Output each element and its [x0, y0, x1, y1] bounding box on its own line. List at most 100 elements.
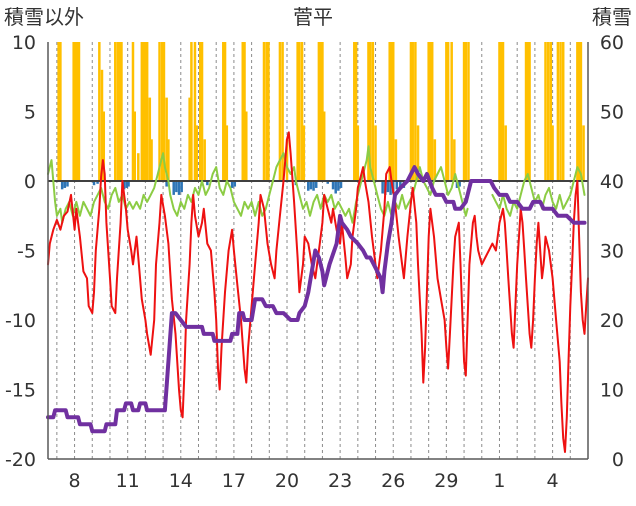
blue-bar-6 [125, 181, 129, 188]
blue-bar-3 [92, 181, 96, 186]
yellow-bar-58 [368, 42, 372, 181]
blue-bar-19 [312, 181, 315, 191]
yellow-bar-95 [577, 42, 581, 181]
x-tick-label-8: 8 [69, 470, 81, 492]
yellow-bar-54 [353, 42, 356, 181]
yellow-bar-45 [285, 139, 289, 181]
blue-bar-25 [339, 181, 343, 188]
yellow-bar-29 [193, 42, 197, 181]
yellow-bar-84 [524, 42, 528, 181]
yellow-bar-25 [165, 97, 168, 181]
blue-bar-12 [180, 181, 183, 193]
yellow-bar-0 [57, 42, 60, 181]
yellow-bar-42 [267, 42, 270, 181]
blue-bar-31 [395, 181, 399, 190]
yellow-bar-38 [243, 42, 246, 181]
yellow-bar-92 [559, 42, 562, 181]
yellow-bar-41 [265, 42, 268, 181]
yellow-bar-19 [145, 42, 149, 181]
yellow-bar-89 [549, 42, 553, 181]
blue-bar-2 [66, 181, 69, 187]
yellow-bar-82 [501, 42, 505, 181]
yellow-bar-12 [120, 42, 123, 181]
yellow-bar-44 [281, 42, 284, 181]
blue-bar-28 [386, 181, 390, 193]
line-layer [46, 131, 589, 453]
blue-bar-18 [309, 181, 313, 190]
yellow-bar-47 [298, 42, 301, 181]
left-tick-label--5: -5 [17, 241, 36, 263]
x-tick-label-14: 14 [169, 470, 193, 492]
yellow-bar-74 [446, 42, 450, 181]
yellow-bar-81 [499, 42, 503, 181]
yellow-bar-1 [59, 42, 62, 181]
yellow-bar-22 [158, 42, 161, 181]
yellow-bar-36 [225, 125, 229, 181]
blue-bar-4 [96, 181, 99, 184]
yellow-bar-51 [319, 42, 322, 181]
yellow-bar-60 [374, 125, 377, 181]
left-tick-label--20: -20 [5, 449, 36, 471]
yellow-bar-48 [300, 42, 304, 181]
yellow-bar-68 [416, 125, 420, 181]
x-tick-label-4: 4 [547, 470, 559, 492]
right-axis-title: 積雪 [592, 5, 632, 29]
yellow-bar-7 [100, 69, 104, 181]
bar-layer [57, 42, 585, 195]
x-tick-label-17: 17 [222, 470, 246, 492]
yellow-bar-50 [317, 42, 321, 181]
yellow-bar-86 [528, 42, 531, 181]
x-tick-label-26: 26 [381, 470, 405, 492]
left-tick-label-10: 10 [12, 32, 36, 54]
yellow-bar-40 [262, 42, 266, 181]
x-tick-label-1: 1 [493, 470, 505, 492]
yellow-bar-33 [203, 139, 206, 181]
yellow-bar-20 [148, 97, 152, 181]
blue-bar-15 [233, 181, 237, 187]
yellow-bar-93 [561, 42, 565, 181]
yellow-bar-15 [137, 153, 140, 181]
right-tick-label-60: 60 [600, 32, 624, 54]
yellow-bar-55 [354, 42, 358, 181]
yellow-bar-16 [140, 42, 144, 181]
blue-bar-1 [63, 181, 67, 188]
yellow-bar-85 [526, 42, 530, 181]
yellow-bar-34 [222, 42, 225, 181]
chart-title: 菅平 [293, 5, 333, 29]
yellow-bar-79 [467, 42, 470, 181]
yellow-bar-13 [131, 42, 135, 181]
blue-bar-11 [177, 181, 181, 195]
left-tick-label-0: 0 [24, 171, 36, 193]
blue-bar-17 [307, 181, 310, 191]
yellow-bar-35 [223, 42, 227, 181]
yellow-bar-23 [160, 42, 164, 181]
left-axis-title: 積雪以外 [4, 5, 84, 29]
blue-bar-32 [399, 181, 402, 187]
yellow-bar-87 [544, 42, 547, 181]
blue-bar-29 [389, 181, 392, 195]
blue-bar-35 [458, 181, 461, 187]
yellow-bar-52 [321, 42, 324, 181]
yellow-bar-26 [167, 139, 170, 181]
blue-bar-0 [60, 181, 64, 190]
yellow-bar-17 [142, 42, 145, 181]
yellow-bar-66 [411, 42, 414, 181]
yellow-bar-62 [390, 42, 393, 181]
yellow-bar-43 [278, 42, 282, 181]
blue-bar-8 [165, 181, 168, 187]
yellow-bar-96 [579, 42, 583, 181]
blue-bar-10 [175, 181, 178, 193]
yellow-bar-80 [498, 42, 501, 181]
blue-bar-13 [206, 181, 209, 186]
yellow-bar-5 [77, 42, 81, 181]
yellow-bar-88 [546, 42, 550, 181]
blue-bar-20 [314, 181, 318, 188]
left-tick-label--10: -10 [5, 310, 36, 332]
red-temperature-line-0 [47, 131, 589, 453]
yellow-bar-49 [302, 125, 306, 181]
blue-bar-23 [334, 181, 337, 194]
blue-bar-5 [122, 181, 126, 190]
